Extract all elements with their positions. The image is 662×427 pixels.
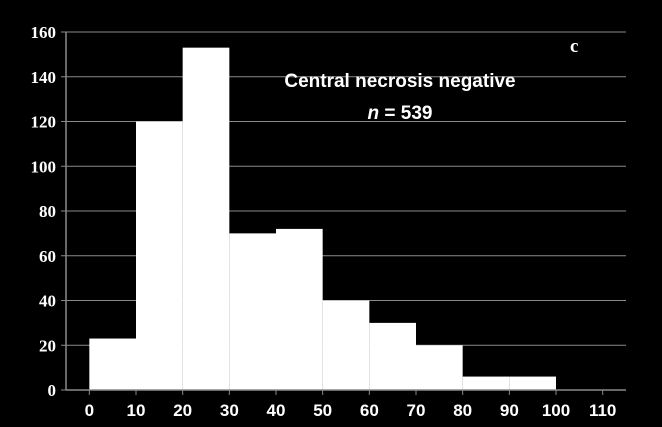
- x-tick-label-70: 70: [407, 401, 426, 420]
- x-tick-label-50: 50: [313, 401, 332, 420]
- x-tick-label-80: 80: [453, 401, 472, 420]
- x-tick-label-100: 100: [542, 401, 570, 420]
- y-tick-label-120: 120: [31, 113, 57, 132]
- bar-80-90: [462, 376, 510, 390]
- x-tick-label-0: 0: [85, 401, 94, 420]
- n-symbol: n: [368, 103, 380, 124]
- x-tick-label-20: 20: [173, 401, 192, 420]
- bar-50-60: [322, 300, 370, 390]
- n-value: = 539: [379, 103, 432, 124]
- x-tick-label-60: 60: [360, 401, 379, 420]
- y-tick-label-80: 80: [39, 202, 56, 221]
- x-tick-label-110: 110: [589, 401, 616, 420]
- axes: [65, 32, 626, 391]
- y-tick-labels: 0 20 40 60 80 100 120 140 160: [31, 23, 57, 400]
- panel-letter: c: [570, 36, 578, 57]
- y-tick-label-100: 100: [31, 157, 57, 176]
- bar-70-80: [416, 345, 463, 390]
- annotation-title: Central necrosis negative: [284, 71, 515, 92]
- y-tick-label-60: 60: [39, 247, 56, 266]
- x-tick-label-30: 30: [220, 401, 239, 420]
- bar-0-10: [89, 338, 136, 390]
- bar-60-70: [369, 322, 416, 390]
- annotation-n: n = 539: [368, 103, 433, 124]
- x-tick-label-90: 90: [500, 401, 519, 420]
- x-tick-label-40: 40: [267, 401, 286, 420]
- y-tick-label-40: 40: [39, 292, 56, 311]
- histogram-bars: [89, 47, 556, 390]
- bar-40-50: [276, 228, 323, 390]
- bar-20-30: [182, 47, 230, 390]
- y-tick-label-20: 20: [39, 336, 56, 355]
- bar-30-40: [229, 233, 276, 390]
- x-tick-label-10: 10: [127, 401, 146, 420]
- y-tick-label-140: 140: [31, 68, 57, 87]
- y-tick-label-160: 160: [31, 23, 57, 42]
- x-tick-labels: 0 10 20 30 40 50 60 70 80 90 100 110: [85, 401, 617, 420]
- bar-10-20: [136, 121, 183, 390]
- bar-90-100: [509, 376, 556, 390]
- y-tick-label-0: 0: [48, 381, 57, 400]
